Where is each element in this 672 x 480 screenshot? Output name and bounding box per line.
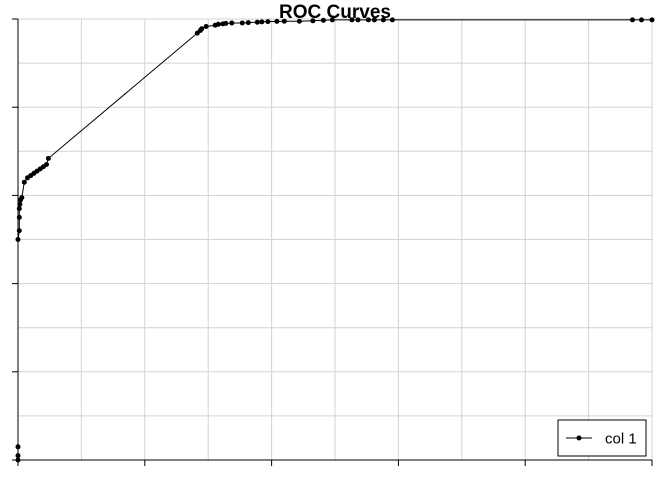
roc-point [239, 20, 245, 26]
roc-point [639, 17, 644, 23]
roc-point [254, 19, 260, 25]
roc-point [349, 17, 355, 23]
roc-point [15, 453, 21, 459]
roc-point [281, 18, 287, 24]
legend: col 1 [557, 419, 647, 457]
roc-point [389, 17, 395, 23]
roc-point [215, 21, 221, 27]
chart-title: ROC Curves [279, 2, 391, 23]
roc-point [355, 17, 361, 23]
roc-point [259, 19, 265, 25]
roc-point [21, 179, 27, 185]
roc-point [265, 19, 271, 25]
roc-point [630, 17, 635, 23]
roc-point [16, 228, 22, 234]
roc-point [199, 26, 205, 32]
roc-point [371, 17, 377, 23]
roc-point [19, 195, 25, 201]
roc-point [320, 17, 326, 23]
roc-point [16, 214, 22, 220]
roc-point [296, 18, 302, 24]
roc-point [223, 20, 229, 26]
axis-ticks [12, 18, 653, 466]
roc-point [229, 20, 235, 26]
roc-point [310, 18, 316, 24]
series-layer [15, 17, 655, 463]
roc-point [380, 17, 386, 23]
roc-point [245, 20, 251, 26]
roc-point [329, 17, 335, 23]
roc-point [649, 17, 655, 23]
roc-point [45, 155, 51, 161]
roc-point [15, 444, 21, 450]
roc-point [365, 17, 371, 23]
roc-point [15, 237, 21, 242]
legend-label: col 1 [605, 431, 637, 448]
roc-point [16, 206, 22, 212]
roc-point [44, 162, 49, 167]
roc-point [15, 457, 21, 463]
grid-lines [17, 18, 653, 461]
roc-point [203, 24, 209, 29]
roc-point [17, 201, 23, 207]
legend-marker-sample [576, 435, 582, 441]
roc-point [274, 18, 280, 24]
